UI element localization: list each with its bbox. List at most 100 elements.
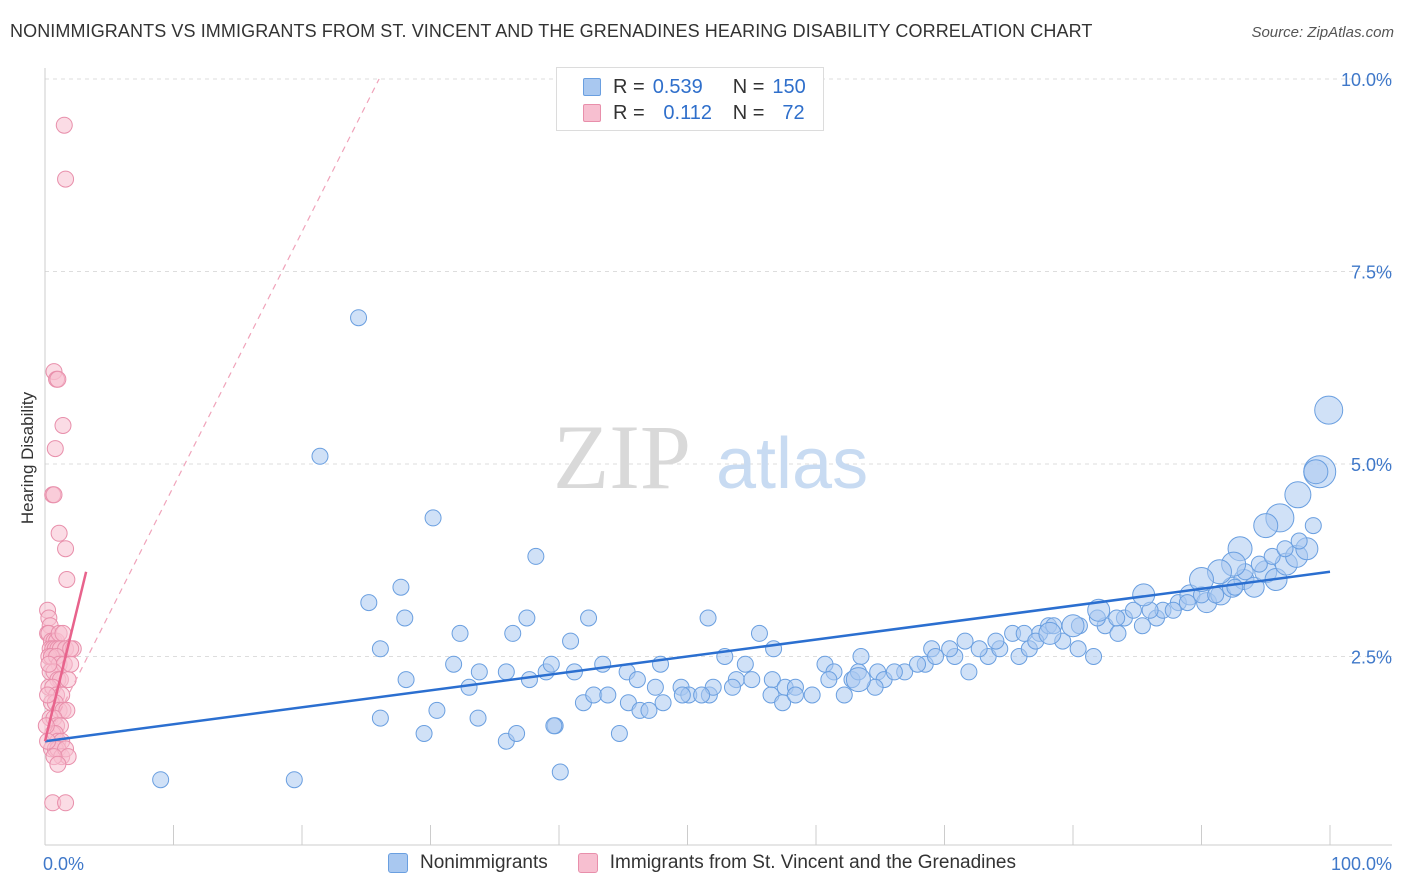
point-nonimmigrants	[594, 655, 612, 673]
point-nonimmigrants	[428, 701, 446, 719]
point-nonimmigrants	[1314, 395, 1344, 425]
n-value-nonimmigrants: 150	[772, 75, 806, 98]
point-nonimmigrants	[424, 509, 442, 527]
y-tick-label: 10.0%	[1341, 70, 1392, 90]
point-nonimmigrants	[987, 632, 1005, 650]
y-axis-label: Hearing Disability	[18, 391, 37, 524]
point-nonimmigrants	[820, 671, 838, 689]
point-nonimmigrants	[520, 671, 538, 689]
chart-title: NONIMMIGRANTS VS IMMIGRANTS FROM ST. VIN…	[10, 21, 1093, 41]
point-nonimmigrants	[396, 609, 414, 627]
axes: 2.5% 5.0% 7.5% 10.0% 0.0% 100.0%	[43, 68, 1392, 874]
point-nonimmigrants	[542, 655, 560, 673]
r-label: R =	[613, 75, 645, 98]
n-value-immigrants: 72	[782, 101, 805, 124]
point-nonimmigrants	[1109, 624, 1127, 642]
trend-line-immigrants	[43, 571, 88, 742]
point-nonimmigrants	[1124, 601, 1142, 619]
legend-swatch-immigrants	[577, 853, 598, 873]
r-value-nonimmigrants: 0.539	[652, 75, 703, 98]
point-nonimmigrants	[654, 694, 672, 712]
point-nonimmigrants	[1276, 540, 1294, 558]
point-nonimmigrants	[736, 655, 754, 673]
point-nonimmigrants	[350, 309, 368, 327]
point-nonimmigrants	[1290, 532, 1308, 550]
grid-lines	[45, 78, 1392, 657]
point-nonimmigrants	[562, 632, 580, 650]
point-nonimmigrants	[508, 725, 526, 742]
point-nonimmigrants	[1253, 513, 1279, 539]
point-nonimmigrants	[397, 671, 415, 689]
legend-item-nonimmigrants: Nonimmigrants	[388, 852, 548, 874]
y-tick-label: 7.5%	[1351, 263, 1392, 283]
point-nonimmigrants	[1087, 598, 1111, 622]
point-immigrants	[40, 655, 58, 673]
point-nonimmigrants	[371, 709, 389, 727]
point-nonimmigrants	[1085, 648, 1103, 665]
point-immigrants	[55, 116, 73, 134]
y-tick-label: 5.0%	[1351, 455, 1392, 475]
point-immigrants	[54, 417, 72, 434]
source-label: Source: ZipAtlas.com	[1251, 24, 1394, 41]
n-label: N =	[732, 101, 765, 124]
point-nonimmigrants	[599, 686, 617, 704]
point-nonimmigrants	[835, 686, 853, 704]
x-tick-label: 0.0%	[43, 854, 84, 874]
point-nonimmigrants	[451, 624, 469, 642]
point-nonimmigrants	[1226, 578, 1244, 596]
point-nonimmigrants	[845, 667, 871, 693]
point-nonimmigrants	[415, 725, 433, 742]
point-nonimmigrants	[445, 655, 463, 673]
point-nonimmigrants	[1250, 555, 1268, 573]
point-nonimmigrants	[723, 678, 741, 696]
trend-line-nonimmigrants	[44, 570, 1331, 743]
point-nonimmigrants	[1284, 481, 1312, 509]
point-nonimmigrants	[285, 771, 303, 789]
point-nonimmigrants	[551, 763, 569, 781]
r-value-immigrants: 0.112	[663, 101, 712, 124]
point-nonimmigrants	[743, 671, 761, 689]
legend-swatch-nonimmigrants	[388, 853, 408, 873]
n-label: N =	[732, 75, 765, 98]
point-nonimmigrants	[311, 447, 329, 465]
point-nonimmigrants	[960, 663, 978, 681]
point-immigrants	[57, 540, 75, 558]
point-immigrants	[57, 794, 75, 812]
trend-lines	[43, 78, 1331, 743]
point-nonimmigrants	[1164, 601, 1182, 619]
point-nonimmigrants	[693, 686, 711, 704]
legend-swatch-blue	[583, 78, 601, 96]
point-nonimmigrants	[803, 686, 821, 704]
point-immigrants	[49, 370, 67, 388]
point-nonimmigrants	[909, 655, 927, 673]
watermark: ZIP atlas	[553, 406, 868, 508]
point-nonimmigrants	[750, 624, 768, 642]
point-nonimmigrants	[673, 686, 691, 704]
point-nonimmigrants	[774, 694, 792, 712]
legend-row-immigrants: R = 0.112 N = 72	[583, 100, 805, 126]
point-nonimmigrants	[371, 640, 389, 658]
legend-swatch-pink	[583, 104, 601, 122]
point-nonimmigrants	[470, 663, 488, 681]
point-nonimmigrants	[1304, 517, 1322, 535]
legend-label-nonimmigrants: Nonimmigrants	[420, 852, 548, 873]
point-nonimmigrants	[504, 624, 522, 642]
point-nonimmigrants	[497, 663, 515, 681]
point-immigrants	[57, 170, 75, 188]
point-nonimmigrants	[786, 686, 804, 704]
point-nonimmigrants	[646, 678, 664, 696]
point-nonimmigrants	[1061, 614, 1085, 638]
point-nonimmigrants	[640, 701, 658, 719]
legend-label-immigrants: Immigrants from St. Vincent and the Gren…	[609, 852, 1017, 873]
point-immigrants	[50, 524, 68, 542]
point-nonimmigrants	[885, 663, 903, 681]
point-nonimmigrants	[469, 709, 487, 727]
x-tick-label: 100.0%	[1331, 854, 1392, 874]
point-nonimmigrants	[460, 678, 478, 696]
stats-legend: R = 0.539 N = 150 R = 0.112 N = 72	[556, 67, 824, 131]
point-nonimmigrants	[527, 547, 545, 565]
point-nonimmigrants	[970, 640, 988, 658]
point-nonimmigrants	[392, 578, 410, 596]
point-nonimmigrants	[852, 648, 870, 665]
